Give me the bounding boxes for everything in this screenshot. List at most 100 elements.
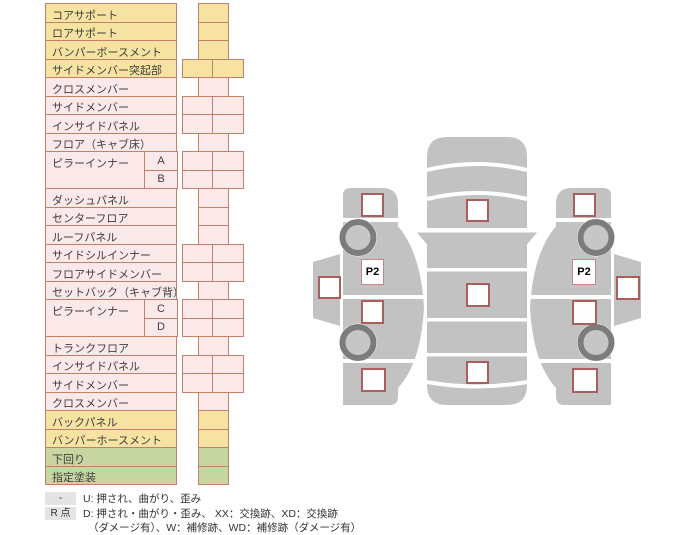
damage-cell[interactable] [198,3,229,23]
part-label: バンパーホースメント [45,428,177,448]
legend-text-cont: （ダメージ有）、W：補修跡、WD：補修跡（ダメージ有） [88,522,362,534]
part-label: 指定塗装 [45,465,177,485]
table-row: ロアサポート [45,21,247,41]
damage-cell[interactable] [198,21,229,41]
part-label: セットバック（キャブ背） [45,280,177,300]
damage-cell[interactable] [198,428,229,448]
damage-cell[interactable] [198,206,229,226]
table-row: ダッシュパネル [45,188,247,208]
damage-cell[interactable] [198,188,229,208]
damage-cell[interactable] [182,114,213,134]
damage-cell[interactable] [182,317,213,337]
p2-marker[interactable]: P2 [361,259,384,285]
table-row: バンパーホースメント [45,428,247,448]
table-row: フロアサイドメンバー [45,262,247,282]
inspection-point-marker[interactable] [616,276,640,300]
inspection-point-marker[interactable] [361,300,384,324]
table-row: フロア（キャブ床） [45,132,247,152]
damage-cell[interactable] [198,280,229,300]
part-sub-label: A [144,151,178,171]
damage-cell[interactable] [212,317,244,337]
table-row: クロスメンバー [45,77,247,97]
part-sub-label: D [144,317,178,337]
table-row: ピラーインナー C D [45,299,247,337]
inspection-point-marker[interactable] [466,283,490,307]
damage-cell[interactable] [182,354,213,374]
part-label: トランクフロア [45,336,177,356]
part-label: ダッシュパネル [45,188,177,208]
table-row: ピラーインナー A B [45,151,247,189]
damage-cell[interactable] [198,391,229,411]
table-row: クロスメンバー [45,391,247,411]
damage-cell[interactable] [182,169,213,189]
damage-cell[interactable] [182,243,213,263]
part-label: 下回り [45,447,177,467]
inspection-point-marker[interactable] [572,368,598,393]
damage-cell[interactable] [212,169,244,189]
part-sub-label: B [144,169,178,189]
damage-cell[interactable] [182,151,213,171]
damage-cell[interactable] [198,132,229,152]
inspection-point-marker[interactable] [572,300,597,325]
damage-cell[interactable] [182,95,213,115]
part-sub-label: C [144,299,178,319]
part-label: ピラーインナー [45,151,145,189]
legend-text-d: D: 押され・曲がり・歪み、 XX：交換跡、XD：交換跡 [83,508,338,520]
legend-badge-rten: R 点 [45,507,76,520]
damage-cell[interactable] [198,336,229,356]
table-row: 下回り [45,447,247,467]
table-row: サイドメンバー [45,95,247,115]
part-label: ピラーインナー [45,299,145,337]
car-diagram: P2 P2 [300,125,656,415]
right-mirror-flap [524,232,537,248]
damage-cell[interactable] [212,114,244,134]
damage-cell[interactable] [198,447,229,467]
car-top-view [417,137,537,405]
damage-cell[interactable] [212,262,244,282]
damage-cell[interactable] [198,465,229,485]
damage-cell[interactable] [212,243,244,263]
inspection-point-marker[interactable] [361,368,386,392]
parts-table: コアサポート ロアサポート バンパーボースメント サイドメンバー突起部 クロスメンバーサ… [45,3,247,485]
damage-cell[interactable] [182,299,213,319]
table-row: 指定塗装 [45,465,247,485]
left-mirror-flap [417,232,430,248]
damage-cell[interactable] [182,262,213,282]
damage-cell[interactable] [212,58,244,78]
damage-cell[interactable] [198,225,229,245]
table-row: トランクフロア [45,336,247,356]
table-row: インサイドパネル [45,114,247,134]
inspection-point-marker[interactable] [318,276,341,299]
part-label: ルーフパネル [45,225,177,245]
table-row: インサイドパネル [45,354,247,374]
inspection-point-marker[interactable] [466,199,489,222]
damage-cell[interactable] [182,373,213,393]
part-label: サイドメンバー [45,95,177,115]
damage-cell[interactable] [212,151,244,171]
damage-cell[interactable] [212,373,244,393]
damage-cell[interactable] [212,299,244,319]
table-row: サイドメンバー [45,373,247,393]
damage-cell[interactable] [212,95,244,115]
inspection-point-marker[interactable] [466,361,489,384]
part-label: フロア（キャブ床） [45,132,177,152]
car-left-side-view [313,188,427,405]
part-label: バックパネル [45,410,177,430]
part-label: インサイドパネル [45,114,177,134]
damage-cell[interactable] [182,58,213,78]
damage-cell[interactable] [198,40,229,60]
inspection-point-marker[interactable] [573,193,596,217]
p2-marker[interactable]: P2 [572,259,596,285]
part-label: クロスメンバー [45,77,177,97]
damage-cell[interactable] [212,354,244,374]
table-row: サイドメンバー突起部 [45,58,247,78]
damage-cell[interactable] [198,410,229,430]
inspection-point-marker[interactable] [361,193,384,217]
part-label: フロアサイドメンバー [45,262,177,282]
part-label: バンパーボースメント [45,40,177,60]
part-label: クロスメンバー [45,391,177,411]
car-outline-graphic [313,137,656,415]
damage-cell[interactable] [198,77,229,97]
rear-wheel [339,323,377,362]
